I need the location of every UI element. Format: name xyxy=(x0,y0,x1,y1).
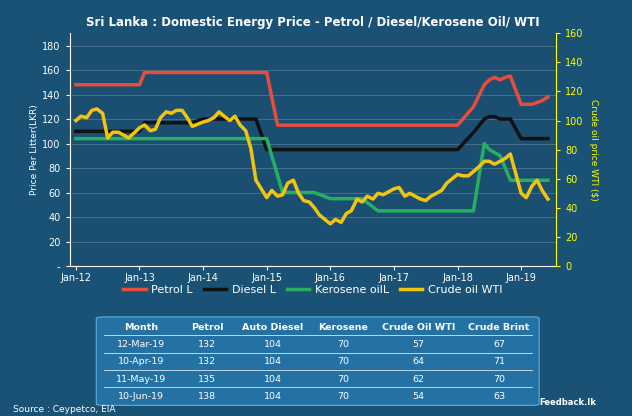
Text: 104: 104 xyxy=(264,340,282,349)
Text: 135: 135 xyxy=(198,375,216,384)
Text: 138: 138 xyxy=(198,392,216,401)
Text: Feedback.lk: Feedback.lk xyxy=(540,398,597,407)
Text: Auto Diesel: Auto Diesel xyxy=(242,323,303,332)
Text: Crude Oil WTI: Crude Oil WTI xyxy=(382,323,456,332)
Text: 67: 67 xyxy=(493,340,505,349)
Legend: Petrol L, Diesel L, Kerosene oilL, Crude oil WTI: Petrol L, Diesel L, Kerosene oilL, Crude… xyxy=(119,281,507,300)
Text: 70: 70 xyxy=(337,357,349,366)
Text: 71: 71 xyxy=(493,357,505,366)
Text: 10-Apr-19: 10-Apr-19 xyxy=(118,357,164,366)
Text: 10-Jun-19: 10-Jun-19 xyxy=(118,392,164,401)
Title: Sri Lanka : Domestic Energy Price - Petrol / Diesel/Kerosene Oil/ WTI: Sri Lanka : Domestic Energy Price - Petr… xyxy=(86,16,540,30)
Text: 11-May-19: 11-May-19 xyxy=(116,375,166,384)
Text: 70: 70 xyxy=(337,375,349,384)
Text: 62: 62 xyxy=(413,375,425,384)
Text: Source : Ceypetco, EIA: Source : Ceypetco, EIA xyxy=(13,405,115,414)
Text: 104: 104 xyxy=(264,375,282,384)
Text: 104: 104 xyxy=(264,392,282,401)
Y-axis label: Crude oil price WTI ($): Crude oil price WTI ($) xyxy=(589,99,599,201)
Text: 70: 70 xyxy=(337,340,349,349)
Text: Petrol: Petrol xyxy=(191,323,223,332)
Text: 54: 54 xyxy=(413,392,425,401)
Text: Crude Brint: Crude Brint xyxy=(468,323,530,332)
Text: 70: 70 xyxy=(493,375,505,384)
Text: 132: 132 xyxy=(198,357,216,366)
Text: 12-Mar-19: 12-Mar-19 xyxy=(118,340,166,349)
Text: 132: 132 xyxy=(198,340,216,349)
Text: Month: Month xyxy=(125,323,159,332)
FancyBboxPatch shape xyxy=(96,317,539,405)
Text: 70: 70 xyxy=(337,392,349,401)
Y-axis label: Price Per Litter(LKR): Price Per Litter(LKR) xyxy=(30,104,39,195)
Text: 57: 57 xyxy=(413,340,425,349)
Text: 64: 64 xyxy=(413,357,425,366)
Text: 104: 104 xyxy=(264,357,282,366)
Text: Kerosene: Kerosene xyxy=(319,323,368,332)
Text: 63: 63 xyxy=(493,392,505,401)
